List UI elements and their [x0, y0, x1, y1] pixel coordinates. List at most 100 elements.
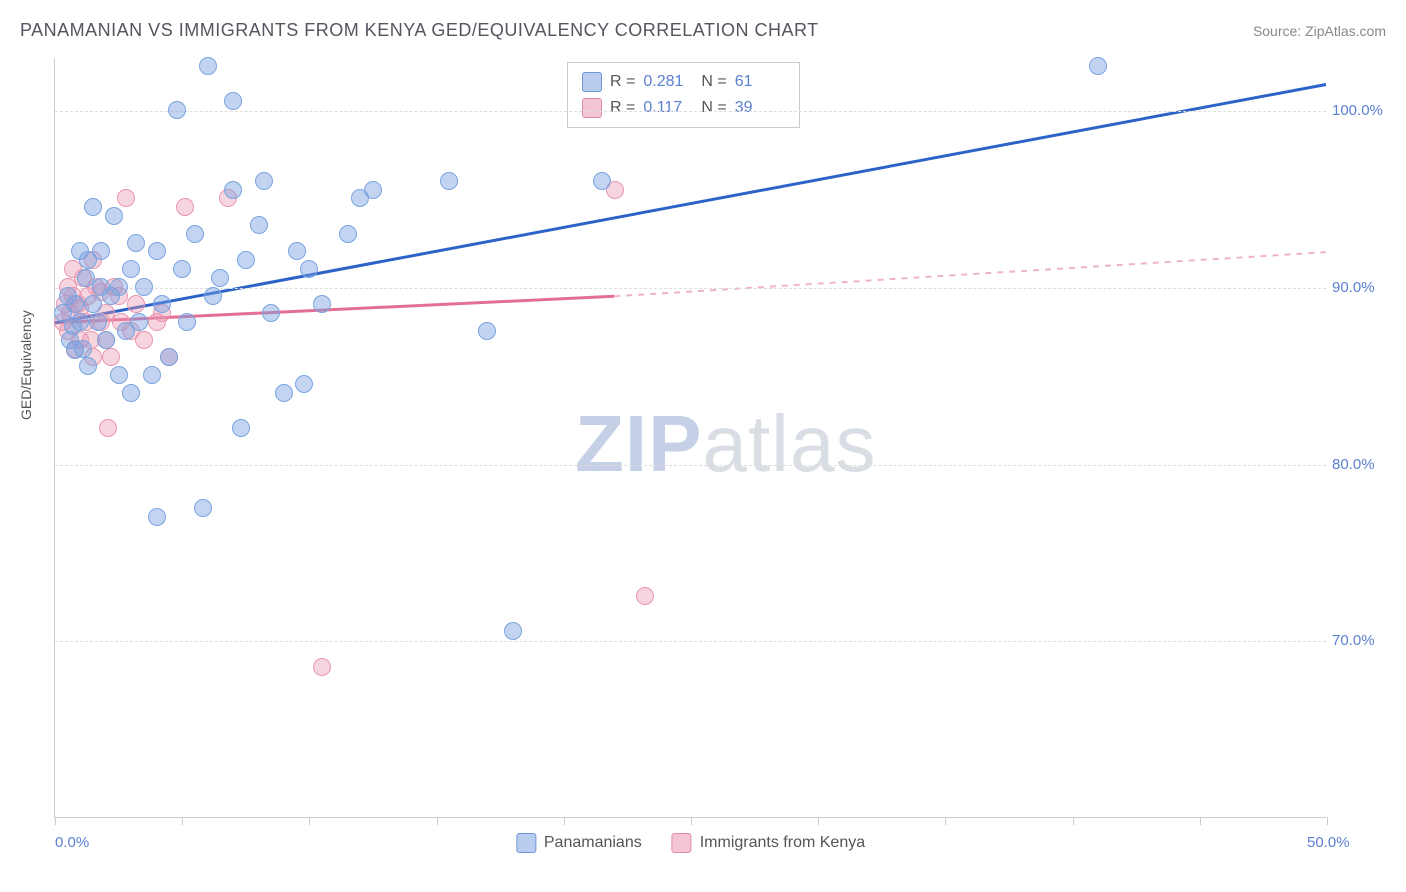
- panamanians-point: [232, 419, 250, 437]
- y-axis-label: GED/Equivalency: [18, 310, 34, 420]
- x-tick: [55, 817, 56, 825]
- panamanians-point: [153, 295, 171, 313]
- kenya-point: [313, 658, 331, 676]
- n-label: N =: [701, 69, 726, 95]
- panamanians-point: [504, 622, 522, 640]
- r-label: R =: [610, 69, 635, 95]
- panamanians-point: [143, 366, 161, 384]
- panamanians-point: [122, 384, 140, 402]
- kenya-point: [117, 189, 135, 207]
- r-label: R =: [610, 95, 635, 121]
- panamanians-point: [199, 57, 217, 75]
- grid-line: [55, 111, 1326, 112]
- n-value: 39: [735, 95, 785, 121]
- header: PANAMANIAN VS IMMIGRANTS FROM KENYA GED/…: [20, 20, 1386, 41]
- bottom-legend: Panamanians Immigrants from Kenya: [516, 833, 865, 853]
- panamanians-point: [1089, 57, 1107, 75]
- x-tick: [1073, 817, 1074, 825]
- panamanians-point: [110, 366, 128, 384]
- panamanians-point: [295, 375, 313, 393]
- y-tick-label: 70.0%: [1332, 632, 1386, 649]
- panamanians-point: [593, 172, 611, 190]
- panamanians-point: [168, 101, 186, 119]
- panamanians-point: [440, 172, 458, 190]
- panamanians-point: [300, 260, 318, 278]
- panamanians-point: [135, 278, 153, 296]
- grid-line: [55, 465, 1326, 466]
- y-tick-label: 80.0%: [1332, 456, 1386, 473]
- panamanians-point: [173, 260, 191, 278]
- panamanians-point: [84, 198, 102, 216]
- panamanians-point: [211, 269, 229, 287]
- panamanians-point: [255, 172, 273, 190]
- panamanians-point: [160, 348, 178, 366]
- panamanians-point: [364, 181, 382, 199]
- kenya-point: [176, 198, 194, 216]
- panamanians-point: [74, 340, 92, 358]
- kenya-point: [99, 419, 117, 437]
- x-tick-label: 50.0%: [1307, 834, 1350, 851]
- panamanians-point: [105, 207, 123, 225]
- swatch-panamanians: [582, 72, 602, 92]
- panamanians-point: [478, 322, 496, 340]
- panamanians-point: [194, 499, 212, 517]
- panamanians-point: [250, 216, 268, 234]
- chart-title: PANAMANIAN VS IMMIGRANTS FROM KENYA GED/…: [20, 20, 819, 41]
- panamanians-point: [224, 181, 242, 199]
- panamanians-point: [178, 313, 196, 331]
- panamanians-point: [313, 295, 331, 313]
- panamanians-point: [262, 304, 280, 322]
- panamanians-point: [237, 251, 255, 269]
- x-tick: [818, 817, 819, 825]
- r-value: 0.281: [643, 69, 693, 95]
- stats-row-panamanians: R = 0.281 N = 61: [582, 69, 785, 95]
- panamanians-point: [148, 242, 166, 260]
- kenya-point: [102, 348, 120, 366]
- trend-lines: [55, 58, 1326, 817]
- x-tick: [182, 817, 183, 825]
- r-value: 0.117: [643, 95, 693, 121]
- trend-line: [614, 252, 1326, 296]
- panamanians-point: [79, 357, 97, 375]
- panamanians-point: [224, 92, 242, 110]
- x-tick: [1327, 817, 1328, 825]
- stats-row-kenya: R = 0.117 N = 39: [582, 95, 785, 121]
- x-tick: [309, 817, 310, 825]
- stats-box: R = 0.281 N = 61 R = 0.117 N = 39: [567, 62, 800, 128]
- panamanians-point: [84, 295, 102, 313]
- chart-plot-area: ZIPatlas R = 0.281 N = 61 R = 0.117 N = …: [54, 58, 1326, 818]
- y-tick-label: 100.0%: [1332, 102, 1386, 119]
- panamanians-point: [127, 234, 145, 252]
- legend-item-panamanians: Panamanians: [516, 833, 642, 853]
- panamanians-point: [339, 225, 357, 243]
- y-tick-label: 90.0%: [1332, 279, 1386, 296]
- panamanians-point: [275, 384, 293, 402]
- kenya-point: [135, 331, 153, 349]
- x-tick: [564, 817, 565, 825]
- x-tick-label: 0.0%: [55, 834, 89, 851]
- x-tick: [945, 817, 946, 825]
- panamanians-point: [89, 313, 107, 331]
- panamanians-point: [97, 331, 115, 349]
- panamanians-point: [204, 287, 222, 305]
- panamanians-point: [288, 242, 306, 260]
- panamanians-point: [92, 242, 110, 260]
- kenya-point: [127, 295, 145, 313]
- panamanians-point: [71, 313, 89, 331]
- grid-line: [55, 641, 1326, 642]
- panamanians-point: [130, 313, 148, 331]
- swatch-kenya: [672, 833, 692, 853]
- swatch-kenya: [582, 98, 602, 118]
- legend-label: Panamanians: [544, 834, 642, 852]
- swatch-panamanians: [516, 833, 536, 853]
- panamanians-point: [148, 508, 166, 526]
- panamanians-point: [110, 278, 128, 296]
- legend-label: Immigrants from Kenya: [700, 834, 865, 852]
- panamanians-point: [122, 260, 140, 278]
- n-value: 61: [735, 69, 785, 95]
- n-label: N =: [701, 95, 726, 121]
- source-label: Source: ZipAtlas.com: [1253, 23, 1386, 39]
- x-tick: [1200, 817, 1201, 825]
- panamanians-point: [186, 225, 204, 243]
- kenya-point: [636, 587, 654, 605]
